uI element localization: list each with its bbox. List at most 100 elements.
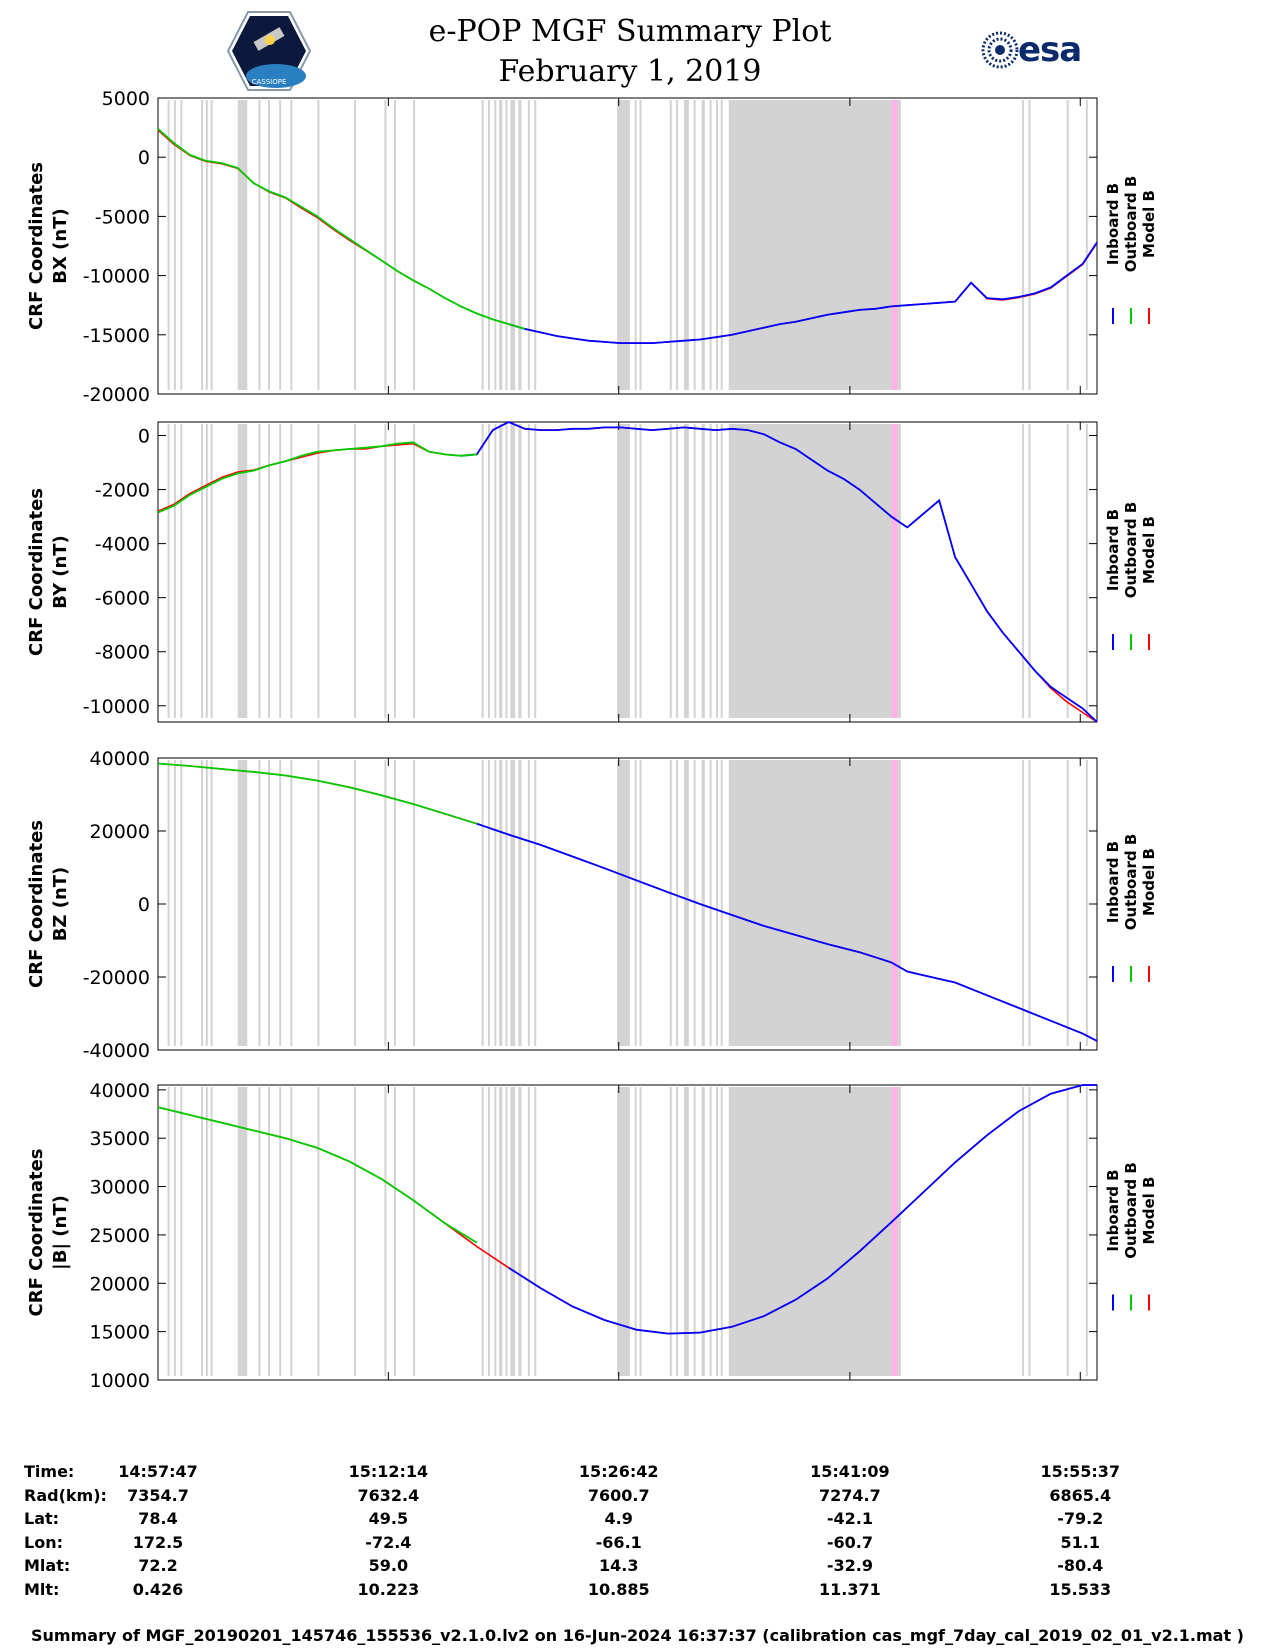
shade-band-bx-20 xyxy=(505,100,508,390)
shade-band-bz-24 xyxy=(534,760,537,1046)
shade-band-bz-35 xyxy=(720,760,723,1046)
shade-band-bx-11 xyxy=(317,100,320,390)
legend-label-by-2: Model B xyxy=(1140,516,1158,584)
shade-band-bx-35 xyxy=(720,100,723,390)
ylabel-bmag-line1: CRF Coordinates xyxy=(26,1149,47,1317)
shade-band-by-30 xyxy=(684,424,689,718)
shade-band-bz-27 xyxy=(639,760,642,1046)
shade-band-bmag-2 xyxy=(180,1087,183,1376)
shade-band-bz-31 xyxy=(693,760,696,1046)
plot-date: February 1, 2019 xyxy=(498,54,762,89)
shade-band-bz-32 xyxy=(701,760,705,1046)
info-row-label: Rad(km): xyxy=(24,1485,107,1505)
info-row: Lon: 172.5 -72.4 -66.1 -60.7 51.1 xyxy=(0,1533,1275,1557)
shade-band-bmag-8 xyxy=(268,1087,271,1376)
shade-band-bmag-15 xyxy=(413,1087,416,1376)
axes-box-bx xyxy=(157,97,1098,395)
info-row-label: Lat: xyxy=(24,1509,60,1529)
info-cell: -42.1 xyxy=(826,1509,873,1529)
legend-label-by-0: Inboard B xyxy=(1104,509,1122,591)
shade-band-bx-27 xyxy=(639,100,642,390)
shade-band-bmag-17 xyxy=(488,1087,491,1376)
shade-band-bx-18 xyxy=(494,100,497,390)
info-cell: 15:12:14 xyxy=(348,1462,429,1481)
shade-band-bz-21 xyxy=(510,760,516,1046)
ytick-label-bx-3: -10000 xyxy=(83,266,150,288)
ytick-label-by-3: -6000 xyxy=(95,588,150,610)
shade-band-bz-2 xyxy=(180,760,183,1046)
shade-band-bz-19 xyxy=(499,760,503,1046)
shade-band-by-13 xyxy=(384,424,387,718)
shade-band-by-16 xyxy=(481,424,484,718)
shade-band-bmag-37 xyxy=(1022,1087,1025,1376)
ytick-label-by-5: -10000 xyxy=(83,696,150,718)
shade-band-by-3 xyxy=(201,424,204,718)
esa-logo-mark xyxy=(981,31,1019,69)
shade-band-bx-4 xyxy=(205,100,208,390)
info-row: Lat: 78.4 49.5 4.9 -42.1 -79.2 xyxy=(0,1509,1275,1533)
ytick-label-bmag-5: 15000 xyxy=(90,1322,150,1344)
shade-band-bmag-16 xyxy=(481,1087,484,1376)
info-cell: 7600.7 xyxy=(587,1485,650,1505)
info-cell: 15:55:37 xyxy=(1040,1462,1121,1481)
ytick-label-bx-0: 5000 xyxy=(102,88,150,110)
shade-band-by-11 xyxy=(317,424,320,718)
shade-band-by-21 xyxy=(510,424,516,718)
shade-band-bmag-20 xyxy=(505,1087,508,1376)
ylabel-bx-line1: CRF Coordinates xyxy=(26,162,47,330)
shade-band-by-12 xyxy=(354,424,357,718)
info-cell: 15:26:42 xyxy=(578,1462,659,1481)
ytick-label-bmag-4: 20000 xyxy=(90,1273,150,1295)
ytick-label-bz-0: 40000 xyxy=(90,748,150,770)
shade-band-bx-23 xyxy=(527,100,530,390)
shade-band-bmag-31 xyxy=(693,1087,696,1376)
info-row-label: Mlat: xyxy=(24,1556,71,1576)
ytick-label-by-2: -4000 xyxy=(95,534,150,556)
ytick-label-bx-4: -15000 xyxy=(83,325,150,347)
shade-band-bx-8 xyxy=(268,100,271,390)
legend-label-bz-2: Model B xyxy=(1140,848,1158,916)
shade-band-bmag-35 xyxy=(720,1087,723,1376)
shade-band-bz-12 xyxy=(354,760,357,1046)
info-row: Mlat: 72.2 59.0 14.3 -32.9 -80.4 xyxy=(0,1556,1275,1580)
shade-band-bx-2 xyxy=(180,100,183,390)
shade-band-by-10 xyxy=(290,424,293,718)
shade-band-bmag-23 xyxy=(527,1087,530,1376)
footer-caption: Summary of MGF_20190201_145746_155536_v2… xyxy=(31,1626,1244,1645)
info-cell: 59.0 xyxy=(368,1556,409,1576)
cassiope-logo-text: CASSIOPE xyxy=(252,78,287,86)
ylabel-bz-line1: CRF Coordinates xyxy=(26,820,47,988)
shade-band-by-23 xyxy=(527,424,530,718)
shade-band-bmag-27 xyxy=(639,1087,642,1376)
info-cell: 10.223 xyxy=(357,1580,420,1599)
shade-band-by-2 xyxy=(180,424,183,718)
shade-band-bx-9 xyxy=(279,100,282,390)
ytick-label-by-0: 0 xyxy=(138,426,150,448)
shade-band-bx-17 xyxy=(488,100,491,390)
series-outboard-bmag xyxy=(157,1106,478,1244)
highlight-band-bz xyxy=(891,760,898,1046)
shade-band-bz-5 xyxy=(210,760,213,1046)
esa-logo-text: esa xyxy=(1018,30,1082,70)
shade-band-bz-11 xyxy=(317,760,320,1046)
shade-band-bmag-3 xyxy=(201,1087,204,1376)
ylabel-by-line1: CRF Coordinates xyxy=(26,488,47,656)
shade-band-bx-13 xyxy=(384,100,387,390)
shade-band-bx-5 xyxy=(210,100,213,390)
shade-band-by-9 xyxy=(279,424,282,718)
shade-band-bx-10 xyxy=(290,100,293,390)
shade-band-bmag-38 xyxy=(1028,1087,1031,1376)
shade-band-bmag-7 xyxy=(258,1087,261,1376)
shade-band-bz-4 xyxy=(205,760,208,1046)
shade-band-bmag-13 xyxy=(384,1087,387,1376)
shade-band-bx-7 xyxy=(258,100,261,390)
shade-band-bmag-34 xyxy=(715,1087,718,1376)
shade-band-bmag-36 xyxy=(728,1087,901,1376)
shade-band-by-32 xyxy=(701,424,705,718)
info-cell: 7632.4 xyxy=(357,1485,420,1505)
shade-band-by-24 xyxy=(534,424,537,718)
shade-band-by-6 xyxy=(237,424,248,718)
info-cell: -79.2 xyxy=(1057,1509,1104,1529)
legend-label-bx-0: Inboard B xyxy=(1104,183,1122,265)
shade-band-bx-39 xyxy=(1066,100,1069,390)
